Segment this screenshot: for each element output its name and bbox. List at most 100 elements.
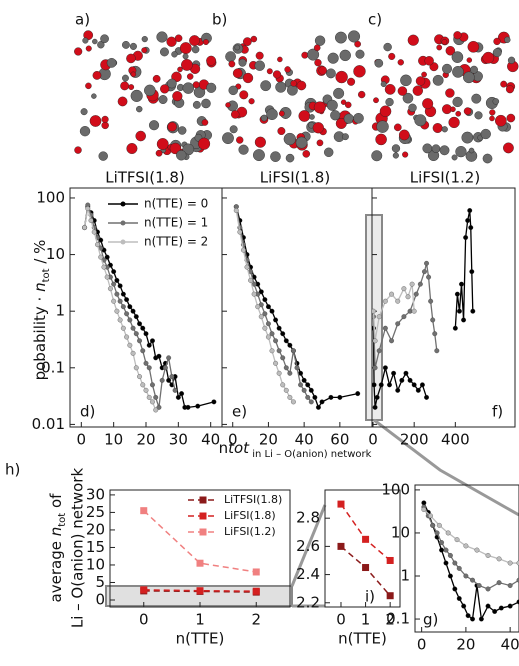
atom xyxy=(167,78,177,89)
point xyxy=(430,317,436,323)
point xyxy=(276,370,282,376)
point xyxy=(378,382,384,388)
atom xyxy=(309,114,315,120)
atom xyxy=(167,121,177,132)
atom xyxy=(189,35,200,46)
point xyxy=(127,304,133,310)
point xyxy=(153,394,159,400)
atom xyxy=(266,68,273,75)
atom xyxy=(344,101,352,109)
point xyxy=(301,377,307,383)
point xyxy=(150,338,155,344)
atom xyxy=(181,59,193,71)
point xyxy=(150,382,155,388)
atom xyxy=(335,118,347,129)
point xyxy=(130,308,136,314)
series-line xyxy=(143,589,257,592)
point xyxy=(269,308,275,314)
point xyxy=(143,360,149,366)
point xyxy=(485,603,491,609)
point xyxy=(463,543,469,549)
atom xyxy=(324,147,334,157)
point xyxy=(417,281,423,287)
atom xyxy=(275,81,287,93)
series-group xyxy=(372,208,476,410)
atom xyxy=(277,127,286,136)
point xyxy=(273,317,279,323)
panel-label: c) xyxy=(368,11,382,29)
atom xyxy=(135,130,146,142)
atom xyxy=(176,150,187,161)
point xyxy=(305,394,311,400)
atom xyxy=(492,98,500,105)
atom xyxy=(266,108,278,121)
series-group xyxy=(337,500,394,600)
point xyxy=(262,311,268,317)
point xyxy=(436,522,442,528)
point xyxy=(315,404,321,410)
series-line xyxy=(372,283,415,341)
atom xyxy=(254,60,265,71)
atom xyxy=(130,71,137,78)
atom xyxy=(314,59,322,67)
atom xyxy=(301,51,309,59)
atom xyxy=(186,73,194,80)
atom xyxy=(407,34,419,46)
point xyxy=(454,537,460,543)
point xyxy=(107,286,113,292)
atom xyxy=(450,106,456,113)
x-tick-label: 0 xyxy=(417,636,427,654)
atom xyxy=(397,86,408,96)
point xyxy=(159,377,165,383)
atom xyxy=(242,37,252,47)
legend-marker xyxy=(120,239,126,245)
atom xyxy=(141,36,148,43)
point xyxy=(401,314,407,320)
point xyxy=(114,291,120,297)
label-part: n xyxy=(31,282,49,292)
point xyxy=(111,298,117,304)
point xyxy=(124,297,130,303)
point xyxy=(117,283,123,289)
point xyxy=(251,291,257,297)
atom xyxy=(393,123,402,132)
point xyxy=(248,277,254,283)
atom xyxy=(100,34,109,44)
image-caption: LiFSI(1.2) xyxy=(410,169,480,187)
point xyxy=(465,613,471,619)
atom xyxy=(285,153,295,163)
atom xyxy=(85,45,92,52)
atom xyxy=(92,38,98,45)
atom xyxy=(333,87,345,99)
point xyxy=(276,325,282,331)
point xyxy=(399,377,405,383)
y-tick-label: 5 xyxy=(95,573,105,591)
atom xyxy=(327,52,339,64)
legend-marker xyxy=(120,220,126,226)
point xyxy=(424,394,429,400)
atom xyxy=(466,57,473,63)
legend-marker xyxy=(199,528,207,536)
point xyxy=(117,298,123,304)
point xyxy=(133,331,139,337)
y-tick-label: 0.1 xyxy=(41,358,65,376)
atom xyxy=(504,36,511,43)
point xyxy=(391,370,397,376)
atom xyxy=(391,144,401,153)
y-tick-label: 0.01 xyxy=(32,415,65,433)
point xyxy=(485,553,491,558)
point xyxy=(430,522,436,528)
atom xyxy=(126,53,136,64)
point xyxy=(386,556,394,564)
atom xyxy=(339,49,351,62)
atom xyxy=(79,126,91,137)
legend-label: LiFSI(1.2) xyxy=(224,525,276,538)
x-tick-label: 1 xyxy=(361,611,371,629)
atom xyxy=(129,42,137,50)
point xyxy=(120,325,126,331)
atom xyxy=(452,66,464,78)
x-tick-label: 20 xyxy=(259,431,278,449)
point xyxy=(389,338,394,344)
atom xyxy=(179,42,192,54)
y-tick-label: 100 xyxy=(381,480,410,498)
